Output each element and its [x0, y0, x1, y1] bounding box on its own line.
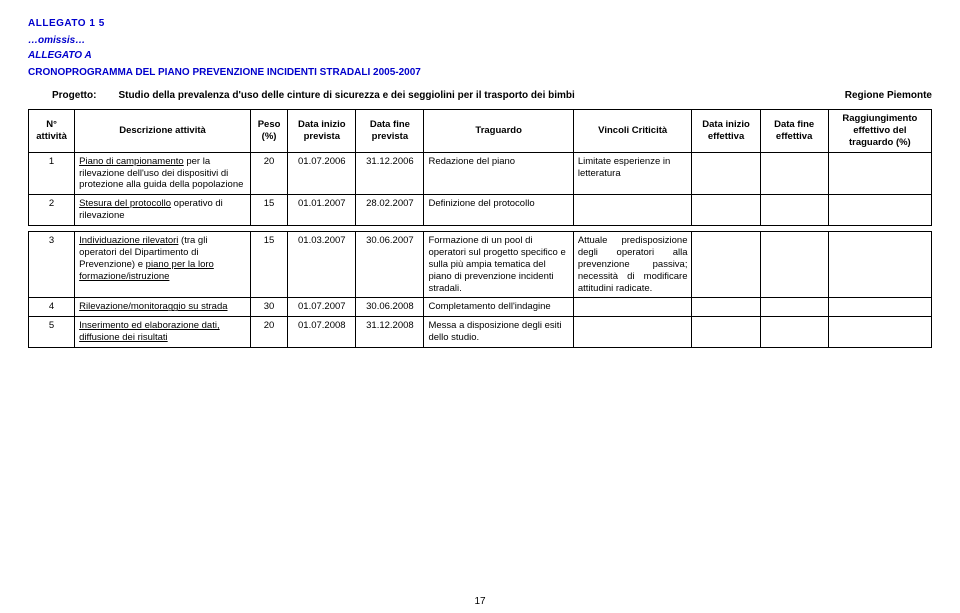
cell-peso: 20 [250, 152, 287, 195]
cell-peso: 20 [250, 317, 287, 348]
col-vincoli: Vincoli Criticità [573, 110, 692, 153]
cell-n: 2 [29, 195, 75, 226]
cell-die [692, 232, 760, 298]
page-number: 17 [0, 596, 960, 607]
heading-omissis: …omissis… [28, 35, 932, 46]
cell-n: 1 [29, 152, 75, 195]
cell-desc: Individuazione rilevatori (tra gli opera… [75, 232, 251, 298]
cell-die [692, 298, 760, 317]
cell-trag: Redazione del piano [424, 152, 573, 195]
table-row: 2 Stesura del protocollo operativo di ri… [29, 195, 932, 226]
cell-vinc [573, 298, 692, 317]
cell-di: 01.01.2007 [288, 195, 356, 226]
cell-di: 01.07.2007 [288, 298, 356, 317]
cell-trag: Definizione del protocollo [424, 195, 573, 226]
cell-dfe [760, 232, 828, 298]
cell-desc: Rilevazione/monitoraggio su strada [75, 298, 251, 317]
col-desc: Descrizione attività [75, 110, 251, 153]
cell-di: 01.03.2007 [288, 232, 356, 298]
cell-ragg [828, 232, 931, 298]
cell-vinc: Attuale predisposizione degli operatori … [573, 232, 692, 298]
cell-peso: 15 [250, 195, 287, 226]
cell-vinc [573, 317, 692, 348]
cell-df: 31.12.2006 [356, 152, 424, 195]
progetto-text: Studio della prevalenza d'uso delle cint… [118, 90, 822, 101]
cell-df: 30.06.2007 [356, 232, 424, 298]
cell-n: 3 [29, 232, 75, 298]
cell-die [692, 195, 760, 226]
col-peso: Peso (%) [250, 110, 287, 153]
cell-trag: Completamento dell'indagine [424, 298, 573, 317]
heading-cronoprogramma: CRONOPROGRAMMA DEL PIANO PREVENZIONE INC… [28, 67, 932, 78]
cell-di: 01.07.2006 [288, 152, 356, 195]
regione-label: Regione Piemonte [845, 90, 932, 101]
heading-allegato15: ALLEGATO 1 5 [28, 18, 932, 29]
cell-vinc [573, 195, 692, 226]
cell-peso: 15 [250, 232, 287, 298]
cell-n: 5 [29, 317, 75, 348]
cell-dfe [760, 195, 828, 226]
progetto-label: Progetto: [52, 90, 96, 101]
cell-ragg [828, 195, 931, 226]
cell-ragg [828, 298, 931, 317]
cell-desc: Inserimento ed elaborazione dati, diffus… [75, 317, 251, 348]
cell-desc: Stesura del protocollo operativo di rile… [75, 195, 251, 226]
table-row: 3 Individuazione rilevatori (tra gli ope… [29, 232, 932, 298]
heading-allegatoA: ALLEGATO A [28, 50, 932, 61]
table-row: 5 Inserimento ed elaborazione dati, diff… [29, 317, 932, 348]
header-block: ALLEGATO 1 5 …omissis… ALLEGATO A CRONOP… [28, 18, 932, 78]
cell-n: 4 [29, 298, 75, 317]
cell-dfe [760, 152, 828, 195]
cell-die [692, 317, 760, 348]
cell-trag: Messa a disposizione degli esiti dello s… [424, 317, 573, 348]
cell-di: 01.07.2008 [288, 317, 356, 348]
col-traguardo: Traguardo [424, 110, 573, 153]
progetto-line: Progetto: Studio della prevalenza d'uso … [52, 90, 932, 101]
cell-peso: 30 [250, 298, 287, 317]
cell-desc: Piano di campionamento per la rilevazion… [75, 152, 251, 195]
col-dfine: Data fine prevista [356, 110, 424, 153]
cell-trag: Formazione di un pool di operatori sul p… [424, 232, 573, 298]
cell-df: 28.02.2007 [356, 195, 424, 226]
table-row: 4 Rilevazione/monitoraggio su strada 30 … [29, 298, 932, 317]
cell-vinc: Limitate esperienze in letteratura [573, 152, 692, 195]
crono-table: N° attività Descrizione attività Peso (%… [28, 109, 932, 348]
cell-df: 31.12.2008 [356, 317, 424, 348]
cell-dfe [760, 317, 828, 348]
col-ragg: Raggiungimento effettivo del traguardo (… [828, 110, 931, 153]
cell-ragg [828, 317, 931, 348]
col-dinizioeff: Data inizio effettiva [692, 110, 760, 153]
cell-ragg [828, 152, 931, 195]
col-dfineeff: Data fine effettiva [760, 110, 828, 153]
cell-die [692, 152, 760, 195]
col-n: N° attività [29, 110, 75, 153]
table-header-row: N° attività Descrizione attività Peso (%… [29, 110, 932, 153]
cell-df: 30.06.2008 [356, 298, 424, 317]
cell-dfe [760, 298, 828, 317]
col-dinizio: Data inizio prevista [288, 110, 356, 153]
table-row: 1 Piano di campionamento per la rilevazi… [29, 152, 932, 195]
